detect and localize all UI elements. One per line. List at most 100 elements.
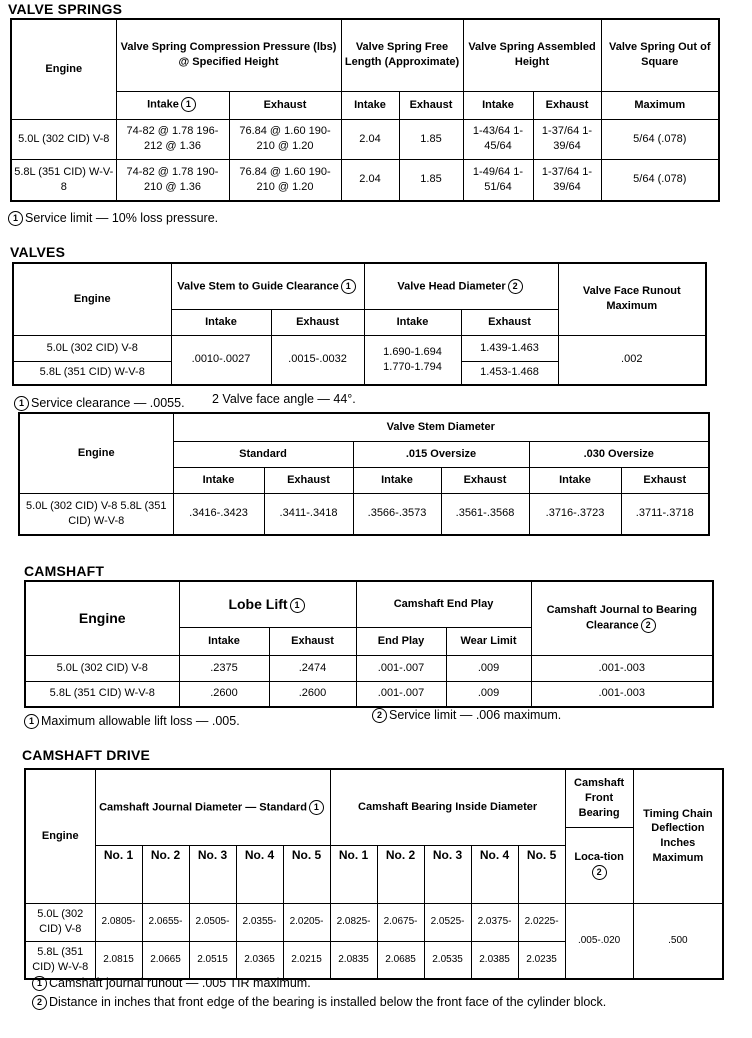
table-row: 5.0L (302 CID) V-8 2.0805- 2.0655- 2.0505-… xyxy=(24,902,724,980)
cell: 74-82 @ 1.78 196-212 @ 1.36 xyxy=(115,118,230,160)
cell: 1-49/64 1-51/64 xyxy=(462,158,534,202)
header-030-oversize: .030 Oversize xyxy=(528,440,710,468)
cell: .3411-.3418 xyxy=(263,492,354,536)
cell: .0015-.0032 xyxy=(270,334,365,386)
header-exhaust: Exhaust xyxy=(532,90,602,120)
valve-springs-footnote: 1 Service limit — 10% loss pressure. xyxy=(6,211,218,227)
header-engine: Engine xyxy=(10,18,117,120)
engine-cell: 5.0L (302 CID) V-8 xyxy=(24,902,96,942)
cell: 1.690-1.694 1.770-1.794 xyxy=(363,334,462,386)
header-free-length: Valve Spring Free Length (Approximate) xyxy=(340,18,464,92)
cell: 2.0505- xyxy=(188,902,237,942)
cell: 2.0815 xyxy=(94,940,143,980)
header-standard: Standard xyxy=(172,440,354,468)
footnote-1-mark: 1 xyxy=(289,597,305,613)
camshaft-drive-title: CAMSHAFT DRIVE xyxy=(22,747,151,763)
table-row: 5.8L (351 CID) W-V-8 2.0815 2.0665 2.0515 2… xyxy=(24,940,723,980)
camshaft-table: Engine Lobe Lift 1 Camshaft End Play Cams… xyxy=(24,580,715,708)
header-maximum: Maximum xyxy=(600,90,720,120)
cell: 2.0365 xyxy=(235,940,284,980)
header-assembled-height: Valve Spring Assembled Height xyxy=(462,18,602,92)
footnote-text: Service limit — .006 maximum. xyxy=(389,708,562,722)
header-no-4: No. 4 xyxy=(235,844,284,904)
footnote-1-mark: 1 xyxy=(340,278,356,294)
cell: 2.0215 xyxy=(282,940,331,980)
header-no-2: No. 2 xyxy=(141,844,190,904)
cell: 2.0515 xyxy=(188,940,237,980)
cell: 5/64 (.078) xyxy=(600,118,720,160)
footnote-text: Service clearance — .0055. xyxy=(31,396,185,410)
valves-title: VALVES xyxy=(10,244,66,260)
footnote-text: Distance in inches that front edge of th… xyxy=(49,995,607,1009)
cell: .001-.007 xyxy=(355,680,447,708)
cell: .001-.003 xyxy=(530,680,714,708)
cell: 2.0835 xyxy=(329,940,378,980)
header-stem-guide: Valve Stem to Guide Clearance 1 xyxy=(170,262,365,310)
header-end-play-group: Camshaft End Play xyxy=(355,580,532,628)
cell: 76.84 @ 1.60 190-210 @ 1.20 xyxy=(228,158,342,202)
header-intake: Intake xyxy=(352,466,442,494)
header-bearing-diameter: Camshaft Bearing Inside Diameter xyxy=(329,768,566,846)
engine-cell: 5.8L (351 CID) W-V-8 xyxy=(24,940,96,980)
cell: 1-37/64 1-39/64 xyxy=(532,158,602,202)
cell: .009 xyxy=(445,654,532,682)
cell: .001-.007 xyxy=(355,654,447,682)
cell: 2.04 xyxy=(340,158,400,202)
header-intake: Intake 1 xyxy=(115,90,230,120)
engine-cell: 5.0L (302 CID) V-8 xyxy=(24,654,180,682)
engine-cell: 5.8L (351 CID) W-V-8 xyxy=(24,680,180,708)
cell: 2.0535 xyxy=(423,940,472,980)
cell: .3561-.3568 xyxy=(440,492,530,536)
cell: .3416-.3423 xyxy=(172,492,265,536)
cell: 2.04 xyxy=(340,118,400,160)
header-compression: Valve Spring Compression Pressure (lbs) … xyxy=(115,18,342,92)
cell: 2.0225- xyxy=(517,902,566,942)
header-engine: Engine xyxy=(12,262,172,336)
header-no-1: No. 1 xyxy=(329,844,378,904)
cell: 2.0655- xyxy=(141,902,190,942)
cell: .2600 xyxy=(178,680,270,708)
cell: 2.0235 xyxy=(517,940,566,980)
cell: .009 xyxy=(445,680,532,708)
cell: 1-43/64 1-45/64 xyxy=(462,118,534,160)
cell: 76.84 @ 1.60 190-210 @ 1.20 xyxy=(228,118,342,160)
cell: 2.0375- xyxy=(470,902,519,942)
valves-footnote-2: 2 Valve face angle — 44°. xyxy=(212,392,356,406)
header-exhaust: Exhaust xyxy=(268,626,357,656)
camshaft-footnote-1: 1 Maximum allowable lift loss — .005. xyxy=(22,714,240,730)
footnote-text: Camshaft journal runout — .005 TIR maxim… xyxy=(49,976,311,990)
header-no-3: No. 3 xyxy=(188,844,237,904)
engine-cell: 5.0L (302 CID) V-8 xyxy=(10,118,117,160)
valve-stem-diameter-table: Engine Valve Stem Diameter Standard .015… xyxy=(18,412,711,536)
footnote-2-mark: 2 xyxy=(372,708,387,724)
engine-cell: 5.0L (302 CID) V-8 5.8L (351 CID) W-V-8 xyxy=(18,492,174,536)
header-stem-diameter: Valve Stem Diameter xyxy=(172,412,710,442)
footnote-2-mark: 2 xyxy=(591,864,607,880)
footnote-2-mark: 2 xyxy=(640,618,656,634)
engine-cell: 5.0L (302 CID) V-8 xyxy=(12,334,172,362)
header-wear-limit: Wear Limit xyxy=(445,626,532,656)
cell: 2.0675- xyxy=(376,902,425,942)
footnote-1-mark: 1 xyxy=(24,714,39,730)
cell: 74-82 @ 1.78 190-210 @ 1.36 xyxy=(115,158,230,202)
header-engine: Engine xyxy=(18,412,174,494)
cell: .0010-.0027 xyxy=(170,334,272,386)
header-timing-chain: Timing Chain Deflection Inches Maximum xyxy=(632,768,724,904)
header-journal-diameter: Camshaft Journal Diameter — Standard 1 xyxy=(94,768,331,846)
engine-cell: 5.8L (351 CID) W-V-8 xyxy=(10,158,117,202)
header-no-2: No. 2 xyxy=(376,844,425,904)
footnote-1-mark: 1 xyxy=(8,211,23,227)
cell: 2.0805- xyxy=(94,902,143,942)
cell: .2375 xyxy=(178,654,270,682)
cell: 1.85 xyxy=(398,118,464,160)
header-engine: Engine xyxy=(24,580,180,656)
cell: 2.0205- xyxy=(282,902,331,942)
cell: .2600 xyxy=(268,680,357,708)
cell: 2.0385 xyxy=(470,940,519,980)
header-no-5: No. 5 xyxy=(282,844,331,904)
camshaft-drive-footnote-1: 1 Camshaft journal runout — .005 TIR maxi… xyxy=(30,976,311,992)
cell: .005-.020 xyxy=(564,902,634,980)
header-intake: Intake xyxy=(363,308,462,336)
camshaft-title: CAMSHAFT xyxy=(24,563,105,579)
table-row: 5.0L (302 CID) V-8 74-82 @ 1.78 196-212 … xyxy=(10,118,720,160)
